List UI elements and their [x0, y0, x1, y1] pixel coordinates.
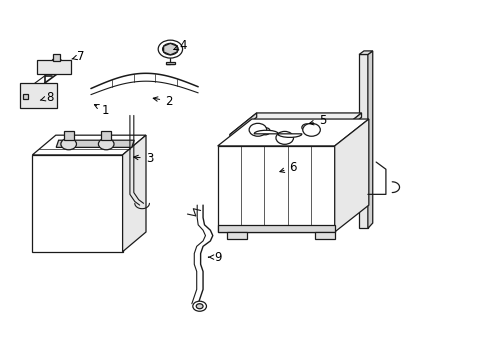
Polygon shape [32, 135, 146, 155]
Polygon shape [37, 60, 71, 74]
Polygon shape [358, 51, 372, 54]
Circle shape [196, 304, 203, 309]
Bar [101, 131, 111, 140]
Text: 5: 5 [308, 114, 325, 127]
Circle shape [26, 91, 43, 104]
Text: 6: 6 [279, 161, 296, 174]
Circle shape [260, 128, 270, 135]
Polygon shape [217, 225, 334, 232]
Polygon shape [334, 119, 368, 232]
Text: 2: 2 [153, 95, 172, 108]
Polygon shape [367, 51, 372, 228]
Polygon shape [229, 117, 361, 139]
Circle shape [302, 123, 320, 136]
Polygon shape [229, 113, 361, 134]
Polygon shape [217, 119, 368, 146]
Polygon shape [122, 135, 146, 252]
Text: 7: 7 [72, 50, 85, 63]
Circle shape [166, 46, 174, 52]
Circle shape [248, 123, 266, 136]
Text: 8: 8 [40, 91, 53, 104]
Polygon shape [32, 155, 122, 252]
Text: 4: 4 [174, 39, 187, 52]
Circle shape [275, 131, 293, 144]
Circle shape [192, 301, 206, 311]
Polygon shape [315, 232, 334, 239]
Circle shape [59, 63, 71, 71]
Polygon shape [217, 146, 334, 232]
Bar [63, 131, 73, 140]
Circle shape [162, 43, 178, 55]
Text: 9: 9 [208, 251, 221, 264]
Polygon shape [20, 83, 57, 108]
Polygon shape [229, 113, 256, 139]
Polygon shape [254, 130, 302, 138]
Bar [53, 54, 60, 60]
Circle shape [301, 124, 311, 131]
Polygon shape [334, 113, 361, 139]
Polygon shape [56, 140, 134, 147]
Text: 1: 1 [94, 104, 109, 117]
Circle shape [41, 62, 56, 73]
Circle shape [98, 138, 114, 150]
Polygon shape [358, 54, 367, 228]
Bar [165, 62, 175, 64]
Circle shape [30, 94, 39, 101]
Polygon shape [163, 43, 177, 55]
Circle shape [52, 58, 61, 65]
Circle shape [43, 86, 53, 93]
Bar [22, 94, 28, 99]
Circle shape [61, 138, 76, 150]
Text: 3: 3 [134, 152, 153, 165]
Circle shape [158, 40, 182, 58]
Polygon shape [227, 232, 246, 239]
Circle shape [44, 65, 52, 71]
